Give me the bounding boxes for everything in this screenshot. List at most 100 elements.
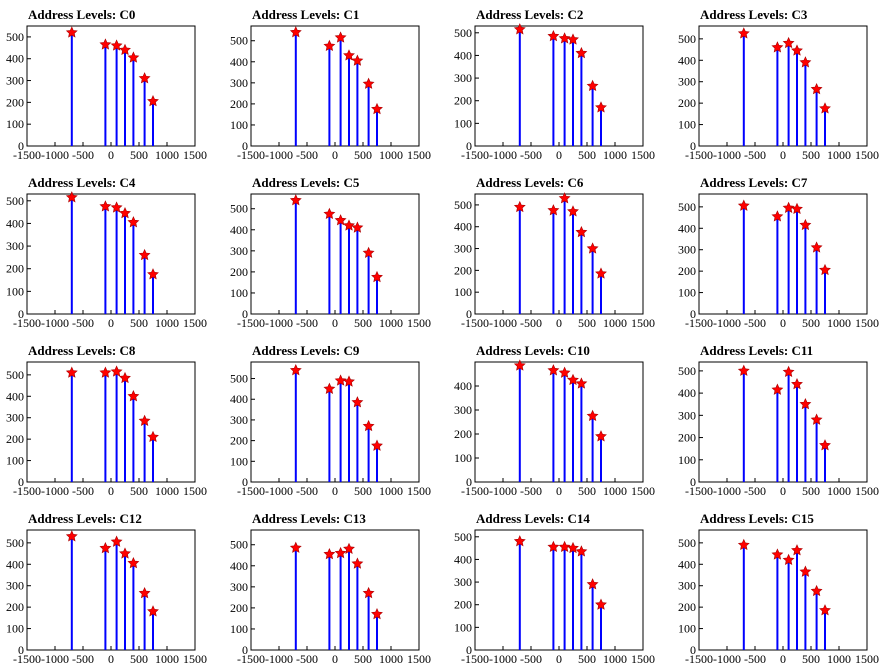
y-tick-label: 100 bbox=[454, 451, 472, 465]
y-tick-label: 400 bbox=[230, 559, 248, 573]
data-bar bbox=[328, 388, 331, 482]
x-tick-label: -1000 bbox=[489, 148, 517, 162]
y-tick-label: 100 bbox=[6, 454, 24, 468]
x-tick-label: -500 bbox=[72, 148, 94, 162]
chart-panel-10: Address Levels: C10 0 100 200 300 400 -1500 -10… bbox=[454, 343, 655, 498]
peak-marker bbox=[65, 191, 78, 203]
x-tick-label: 0 bbox=[108, 652, 114, 666]
y-tick-label: 300 bbox=[230, 244, 248, 258]
x-tick-label: 1500 bbox=[855, 148, 879, 162]
chart-panel-9: Address Levels: C90100200300400500-1500-… bbox=[230, 343, 431, 498]
y-tick-label: 200 bbox=[6, 600, 24, 614]
peak-marker bbox=[595, 430, 607, 442]
y-tick-label: 300 bbox=[6, 239, 24, 253]
x-tick-label: 1000 bbox=[379, 652, 403, 666]
y-tick-label: 100 bbox=[678, 118, 696, 132]
x-tick-label: -500 bbox=[296, 652, 318, 666]
y-tick-label: 400 bbox=[230, 223, 248, 237]
plot-frame bbox=[474, 529, 644, 651]
data-bar bbox=[572, 548, 574, 650]
x-tick-label: -1500 bbox=[13, 652, 41, 666]
y-tick-label: 0 bbox=[690, 643, 696, 657]
data-bar bbox=[824, 108, 826, 146]
y-tick-label: 100 bbox=[6, 622, 24, 636]
peak-marker bbox=[567, 33, 579, 45]
data-bar bbox=[824, 610, 826, 650]
y-tick-label: 400 bbox=[454, 220, 472, 234]
y-tick-label: 100 bbox=[454, 116, 472, 130]
x-tick-label: -1000 bbox=[41, 484, 69, 498]
peak-marker bbox=[362, 77, 375, 89]
plot-frame bbox=[698, 193, 868, 315]
peak-marker bbox=[771, 383, 784, 395]
data-bar bbox=[367, 426, 370, 482]
y-tick-label: 200 bbox=[230, 601, 248, 615]
x-tick-label: -1500 bbox=[237, 652, 265, 666]
x-tick-label: 500 bbox=[802, 652, 820, 666]
peak-marker bbox=[558, 366, 571, 378]
data-bar bbox=[580, 232, 583, 314]
data-bar bbox=[376, 614, 378, 650]
y-tick-label: 300 bbox=[6, 74, 24, 88]
peak-marker bbox=[99, 366, 112, 378]
data-bar bbox=[563, 546, 566, 650]
data-bar bbox=[742, 545, 745, 650]
data-bar bbox=[796, 209, 798, 314]
x-tick-label: 500 bbox=[354, 316, 372, 330]
data-bar bbox=[356, 227, 359, 314]
data-bar bbox=[815, 419, 818, 482]
chart-panel-15: Address Levels: C15 0 100 200 300 400 500 -1500… bbox=[678, 511, 879, 666]
data-bar bbox=[339, 37, 342, 146]
peak-marker bbox=[819, 263, 831, 276]
x-tick-label: 1000 bbox=[155, 652, 179, 666]
x-tick-label: -1500 bbox=[237, 148, 265, 162]
data-bar bbox=[356, 402, 359, 482]
data-bar bbox=[591, 584, 594, 650]
x-tick-label: 0 bbox=[556, 652, 562, 666]
peak-marker bbox=[547, 204, 560, 216]
data-bar bbox=[600, 107, 602, 146]
peak-marker bbox=[567, 205, 579, 217]
data-bar bbox=[143, 255, 146, 314]
peak-marker bbox=[343, 542, 355, 554]
peak-marker bbox=[138, 414, 151, 426]
x-tick-label: -1000 bbox=[713, 316, 741, 330]
y-tick-label: 100 bbox=[454, 285, 472, 299]
data-bar bbox=[580, 551, 583, 650]
x-tick-label: -1000 bbox=[41, 316, 69, 330]
peak-marker bbox=[138, 248, 151, 261]
x-tick-label: 1000 bbox=[603, 652, 627, 666]
peak-marker bbox=[799, 565, 812, 577]
y-tick-label: 300 bbox=[230, 413, 248, 427]
data-bar bbox=[356, 60, 359, 146]
data-bar bbox=[348, 381, 350, 482]
x-tick-label: 500 bbox=[354, 484, 372, 498]
y-tick-label: 0 bbox=[18, 139, 24, 153]
chart-title: Address Levels: C1 bbox=[252, 7, 359, 22]
y-tick-label: 100 bbox=[678, 622, 696, 636]
data-bar bbox=[563, 372, 566, 482]
peak-marker bbox=[791, 377, 803, 390]
x-tick-label: 0 bbox=[332, 652, 338, 666]
y-tick-label: 200 bbox=[678, 264, 696, 278]
x-tick-label: -1000 bbox=[265, 652, 293, 666]
y-tick-label: 300 bbox=[454, 71, 472, 85]
data-bar bbox=[124, 50, 126, 146]
x-tick-label: 0 bbox=[108, 484, 114, 498]
data-bar bbox=[776, 389, 779, 482]
y-tick-label: 200 bbox=[6, 95, 24, 109]
data-bar bbox=[328, 554, 331, 650]
x-tick-label: 1000 bbox=[827, 148, 851, 162]
y-tick-label: 200 bbox=[454, 263, 472, 277]
peak-marker bbox=[147, 95, 159, 107]
y-tick-label: 0 bbox=[690, 475, 696, 489]
peak-marker bbox=[810, 82, 823, 95]
data-bar bbox=[328, 46, 331, 146]
y-tick-label: 100 bbox=[230, 622, 248, 636]
peak-marker bbox=[547, 29, 560, 42]
x-tick-label: 1500 bbox=[631, 316, 655, 330]
chart-panel-11: Address Levels: C11 0 100 200 300 400 500 -1500… bbox=[678, 343, 879, 498]
y-tick-label: 400 bbox=[6, 52, 24, 66]
x-tick-label: 1000 bbox=[603, 148, 627, 162]
y-tick-label: 400 bbox=[678, 221, 696, 235]
